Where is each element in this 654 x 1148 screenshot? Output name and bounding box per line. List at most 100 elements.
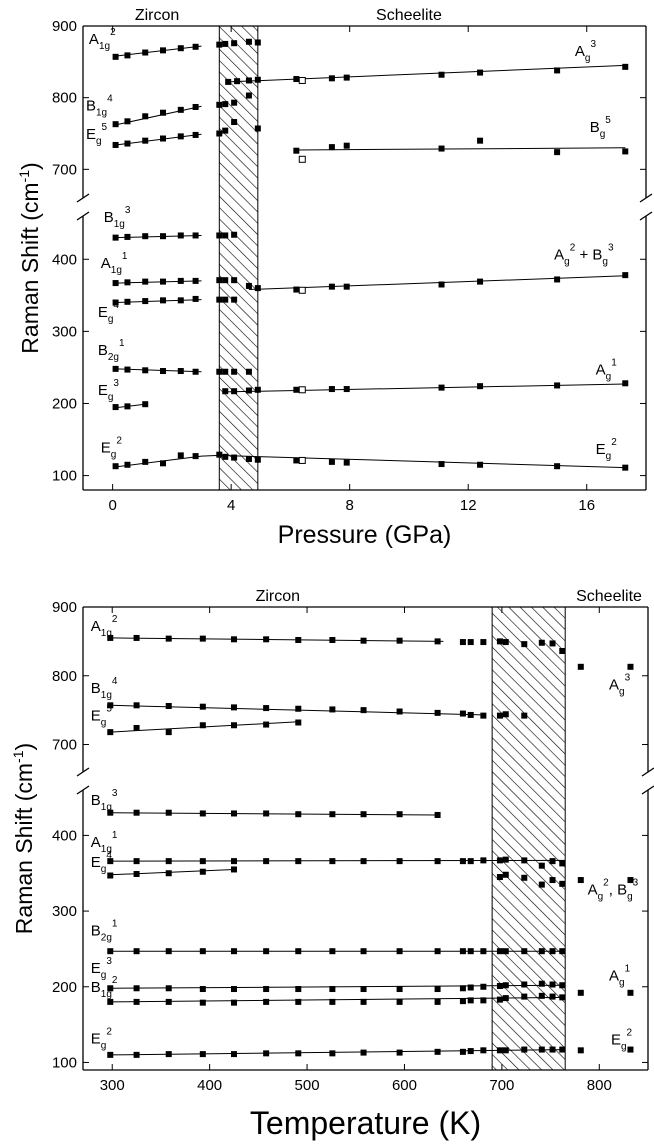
data-point — [245, 77, 252, 84]
data-point — [177, 106, 184, 113]
fit-line — [110, 812, 438, 816]
series — [577, 989, 634, 996]
data-point — [480, 948, 487, 955]
y-tick-label: 400 — [52, 827, 77, 844]
x-tick-label: 500 — [295, 1077, 320, 1094]
data-point — [245, 368, 252, 375]
data-point — [360, 637, 367, 644]
fit-line — [115, 454, 626, 469]
data-point — [112, 365, 119, 372]
data-point — [254, 39, 261, 46]
data-point — [165, 998, 172, 1005]
data-point — [160, 368, 167, 375]
data-point — [459, 948, 466, 955]
data-point — [467, 1048, 474, 1055]
data-point — [627, 1046, 634, 1053]
fit-line — [225, 383, 626, 393]
mode-label: Eg3 — [91, 956, 113, 981]
data-point — [295, 858, 302, 865]
data-point — [360, 811, 367, 818]
data-point — [199, 703, 206, 710]
data-point — [177, 133, 184, 140]
fit-line — [110, 859, 566, 862]
data-point — [538, 992, 545, 999]
data-point — [502, 982, 509, 989]
data-point — [192, 453, 199, 460]
data-point — [627, 663, 634, 670]
axes-frame — [82, 606, 649, 1071]
data-point — [293, 386, 300, 393]
data-point — [360, 1049, 367, 1056]
axes-frame — [82, 25, 647, 491]
data-point — [124, 118, 131, 125]
data-point — [124, 140, 131, 147]
data-point — [142, 137, 149, 144]
data-point — [502, 995, 509, 1002]
mode-label: Eg5 — [86, 122, 108, 147]
data-point — [477, 278, 484, 285]
phase-label: Scheelite — [376, 7, 442, 24]
data-point — [124, 461, 131, 468]
data-point — [480, 639, 487, 646]
data-point — [231, 454, 238, 461]
axis-break-mark — [639, 193, 653, 203]
data-point — [329, 637, 336, 643]
data-point — [133, 858, 140, 865]
y-tick-label: 200 — [52, 395, 77, 412]
mode-label: Ag3 — [609, 673, 631, 698]
data-point — [559, 1046, 566, 1053]
data-point — [230, 866, 237, 873]
axis-break-mark — [76, 211, 90, 221]
data-point — [538, 881, 545, 888]
x-axis-label: Temperature (K) — [250, 1105, 481, 1141]
data-point — [230, 948, 237, 955]
data-point — [230, 722, 237, 729]
data-point — [622, 272, 629, 279]
data-point — [549, 993, 556, 1000]
data-point — [245, 38, 252, 45]
data-point — [192, 103, 199, 110]
data-point — [107, 998, 114, 1005]
data-point — [295, 705, 302, 712]
data-point — [263, 948, 270, 955]
data-point — [502, 1047, 509, 1054]
data-point — [192, 295, 199, 302]
data-point — [477, 69, 484, 76]
data-point — [554, 276, 561, 283]
data-point — [124, 52, 131, 59]
data-point — [112, 463, 119, 470]
data-point — [293, 147, 300, 154]
data-point — [199, 858, 206, 865]
data-point — [142, 458, 149, 465]
series — [112, 119, 261, 148]
data-point — [133, 871, 140, 877]
axis-break-mark — [641, 767, 654, 777]
mode-label: Eg4 — [98, 300, 120, 325]
data-point — [293, 76, 300, 83]
data-point — [467, 984, 474, 991]
x-tick-label: 600 — [392, 1077, 417, 1094]
y-tick-label: 800 — [52, 90, 77, 107]
y-tick-label: 300 — [52, 903, 77, 920]
mode-label: B1g4 — [91, 676, 118, 701]
data-point — [396, 708, 403, 715]
data-point — [434, 998, 441, 1005]
mode-label: Ag1 — [609, 964, 631, 989]
data-point — [222, 277, 229, 284]
data-point — [165, 729, 172, 736]
data-point — [230, 999, 237, 1006]
data-point — [160, 135, 167, 142]
mode-label: B1g4 — [86, 94, 113, 119]
data-point — [133, 998, 140, 1005]
y-tick-label: 200 — [52, 979, 77, 996]
data-point — [521, 874, 528, 881]
data-point — [329, 948, 336, 955]
data-point — [549, 640, 556, 647]
data-point — [538, 980, 545, 987]
data-point — [329, 986, 336, 993]
data-point — [133, 948, 140, 955]
data-point — [222, 388, 229, 395]
data-point — [124, 279, 131, 286]
series — [112, 38, 261, 60]
data-point — [199, 948, 206, 955]
